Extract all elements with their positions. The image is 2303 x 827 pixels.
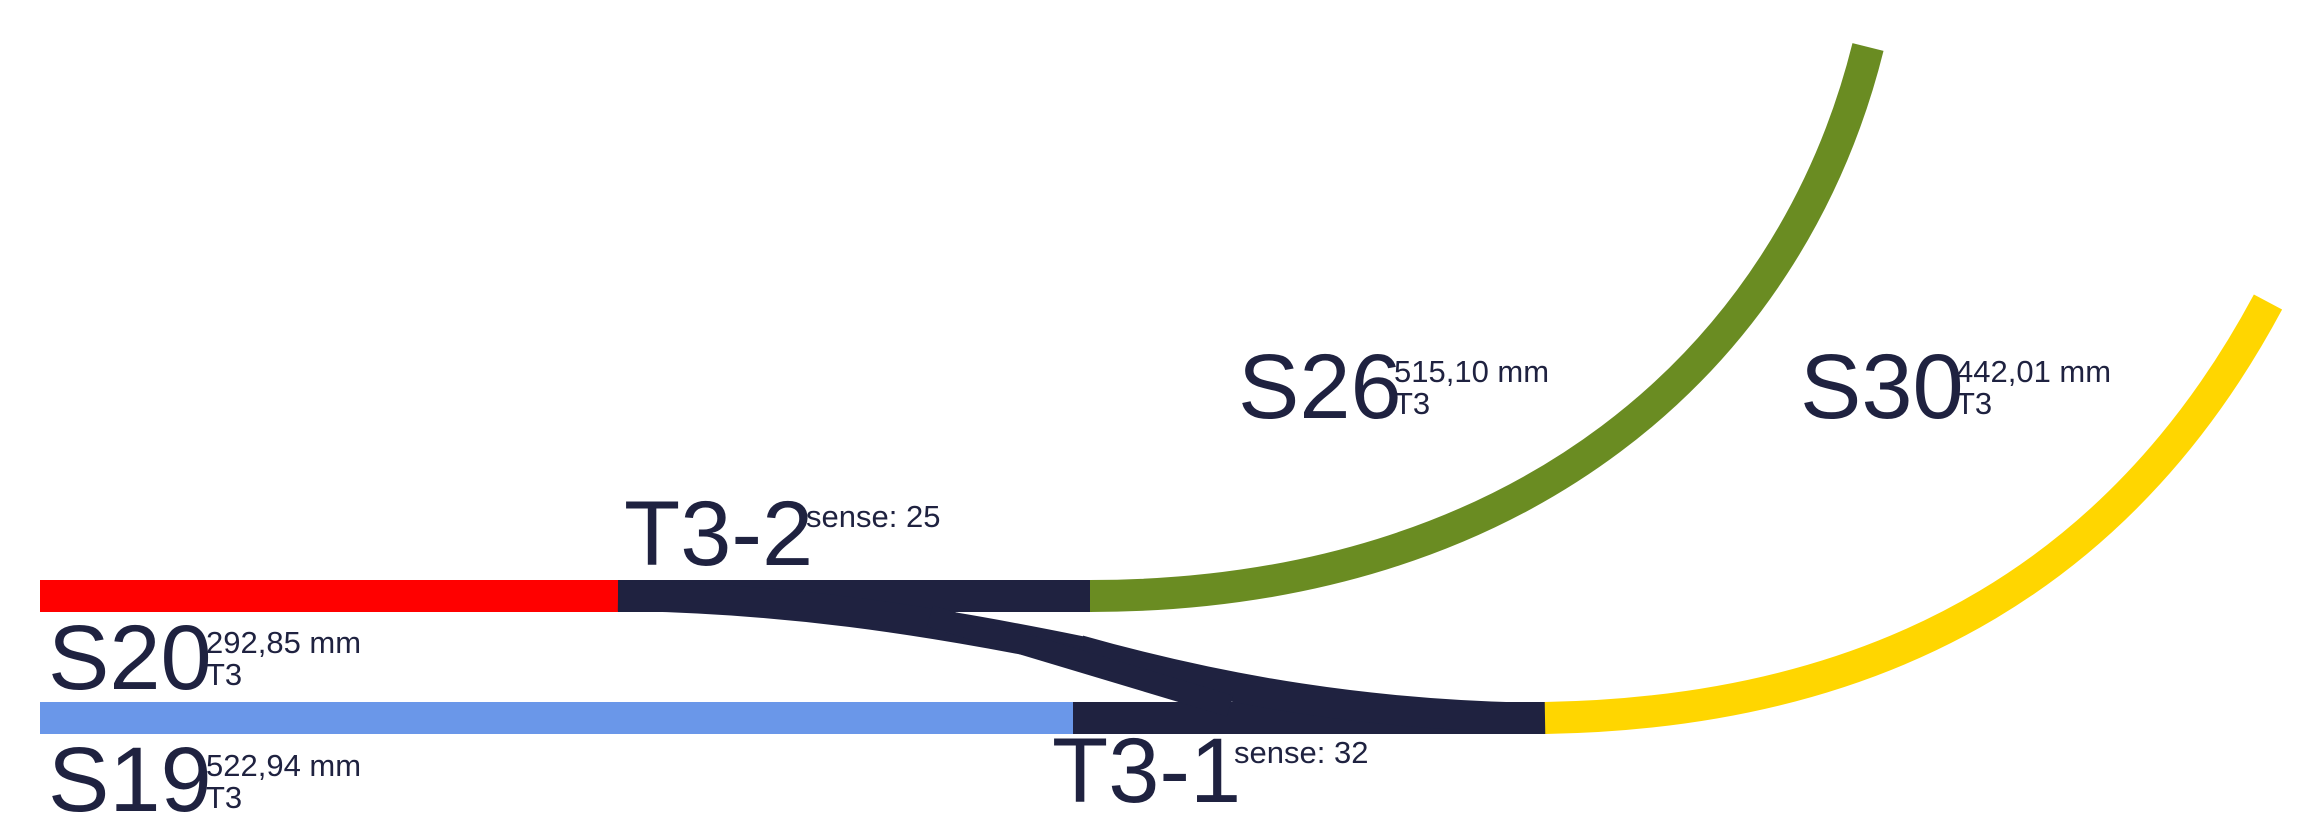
turnout-label-t3-2: T3-2 — [624, 483, 813, 585]
segment-label-s26: S26 — [1238, 336, 1402, 438]
track-s30[interactable] — [1544, 294, 2283, 734]
segment-label-s19: S19 — [48, 729, 212, 827]
turnout-sense-t3-2: sense: 25 — [806, 499, 940, 534]
segment-group-s20: T3 — [206, 657, 242, 692]
crossover-link — [926, 605, 1234, 717]
turnout-label-t3-1: T3-1 — [1052, 720, 1241, 822]
segment-length-s30: 442,01 mm — [1956, 354, 2111, 389]
segment-group-s30: T3 — [1956, 386, 1992, 421]
segment-length-s26: 515,10 mm — [1394, 354, 1549, 389]
segment-label-s20: S20 — [48, 607, 212, 709]
segment-group-s26: T3 — [1394, 386, 1430, 421]
segment-length-s19: 522,94 mm — [206, 748, 361, 783]
segment-group-s19: T3 — [206, 780, 242, 815]
turnout-t3-1-diverging[interactable] — [1074, 635, 1548, 733]
track-s26[interactable] — [1089, 43, 1884, 612]
segment-length-s20: 292,85 mm — [206, 625, 361, 660]
turnout-sense-t3-1: sense: 32 — [1234, 735, 1368, 770]
segment-label-s30: S30 — [1800, 336, 1964, 438]
